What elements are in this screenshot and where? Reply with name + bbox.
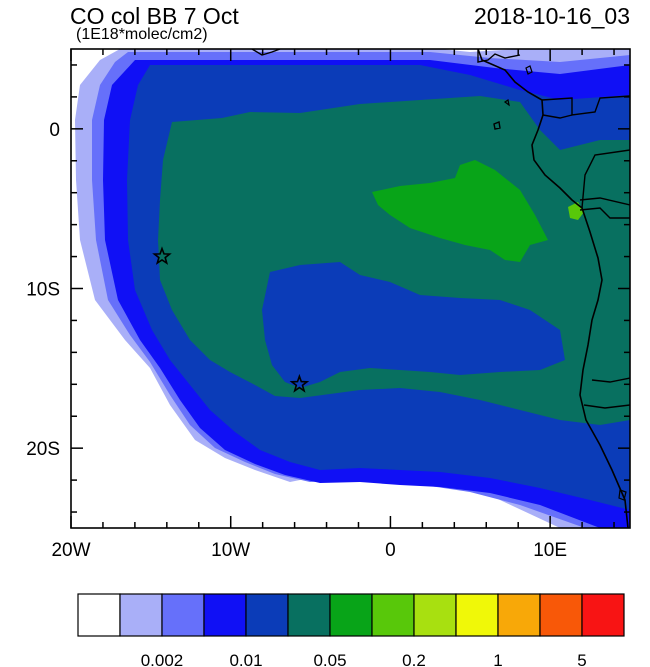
colorbar-box — [581, 593, 625, 637]
island-4 — [618, 489, 627, 501]
country-border-4 — [581, 149, 630, 209]
datetime-label: 2018-10-16_03 — [473, 3, 630, 29]
map-plot-area — [71, 49, 630, 528]
y-tick-label: 10S — [26, 280, 60, 301]
colorbar-label: 5 — [577, 651, 586, 667]
colorbar-box — [371, 593, 415, 637]
colorbar-label: 0.002 — [141, 651, 184, 667]
x-tick-label: 0 — [385, 540, 396, 561]
colorbar-label: 0.2 — [402, 651, 426, 667]
x-tick-label: 10E — [533, 540, 567, 561]
colorbar-label: 0.05 — [313, 651, 346, 667]
star-marker-icon — [152, 246, 172, 265]
colorbar-box — [413, 593, 457, 637]
map-title: CO col BB 7 Oct — [70, 3, 239, 29]
marker-layer — [152, 246, 310, 393]
colorbar-box — [161, 593, 205, 637]
colorbar-box — [77, 593, 121, 637]
country-border-6 — [477, 49, 521, 63]
colorbar-box — [287, 593, 331, 637]
colorbar-box — [497, 593, 541, 637]
co-contour-green — [372, 160, 548, 262]
colorbar-box — [245, 593, 289, 637]
colorbar-label: 1 — [493, 651, 502, 667]
colorbar-box — [203, 593, 247, 637]
colorbar-label: 0.01 — [229, 651, 262, 667]
colorbar-box — [119, 593, 163, 637]
island-3 — [503, 65, 533, 107]
units-subtitle: (1E18*molec/cm2) — [76, 26, 208, 43]
star-marker-icon — [289, 373, 310, 393]
co-contour-navy-inner — [262, 262, 565, 388]
country-border-5 — [583, 377, 630, 409]
island-1 — [493, 121, 501, 130]
island-2 — [251, 49, 281, 56]
colorbar-box — [329, 593, 373, 637]
colorbar-box — [455, 593, 499, 637]
country-border-3 — [579, 197, 630, 219]
y-tick-label: 0 — [49, 120, 60, 141]
axis-ticks: 20W 10W 0 10E 0 10S 20S — [26, 49, 630, 561]
x-tick-label: 10W — [211, 540, 250, 561]
colorbar: 0.002 0.01 0.05 0.2 1 5 — [77, 593, 625, 667]
x-tick-label: 20W — [51, 540, 90, 561]
country-border-2 — [542, 114, 573, 119]
colorbar-box — [539, 593, 583, 637]
country-border-1 — [541, 95, 630, 116]
y-tick-label: 20S — [26, 439, 60, 460]
